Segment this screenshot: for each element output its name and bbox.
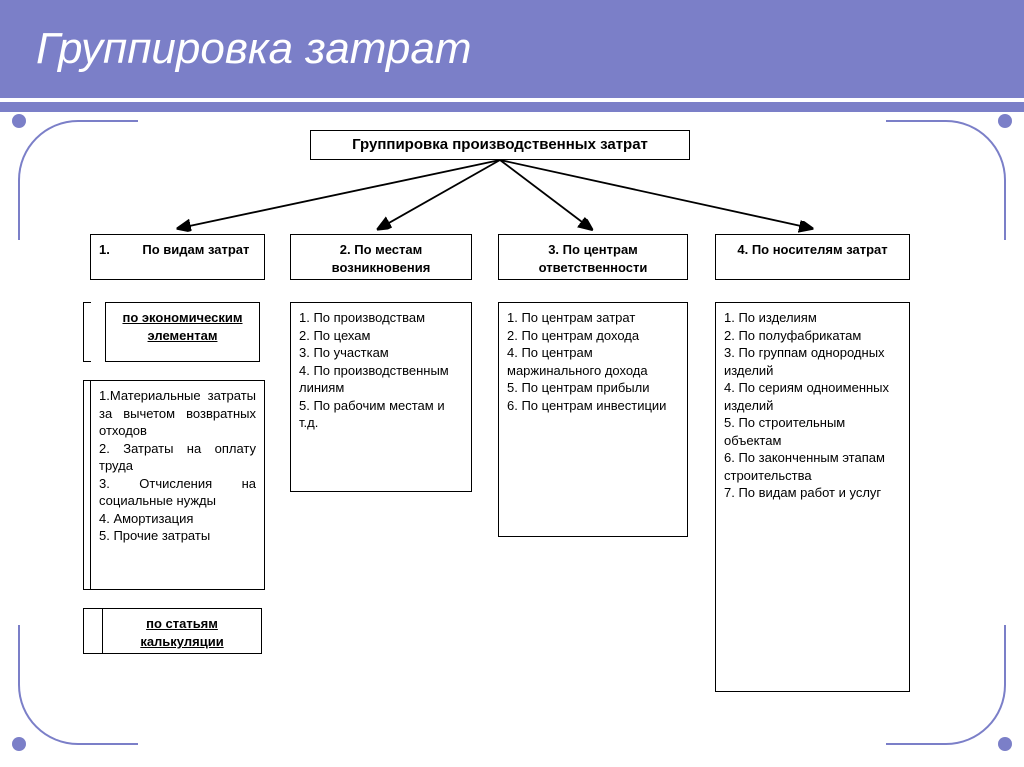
diagram-container: Группировка производственных затрат 1. П…	[80, 130, 964, 737]
header-underline	[0, 98, 1024, 102]
col3-body: 1. По центрам затрат 2. По центрам доход…	[498, 302, 688, 537]
col1-subA-body: 1.Материальные затраты за вычетом возвра…	[90, 380, 265, 590]
col4-body: 1. По изделиям 2. По полуфабрикатам 3. П…	[715, 302, 910, 692]
col4-header: 4. По носителям затрат	[715, 234, 910, 280]
col1-subB-label: по статьям калькуляции	[111, 615, 253, 650]
col1-subA-label-box: по экономическим элементам	[105, 302, 260, 362]
col4-num: 4.	[737, 242, 748, 257]
frame-dot	[12, 114, 26, 128]
col3-header: 3. По центрам ответственности	[498, 234, 688, 280]
col4-label: По носителям затрат	[752, 242, 888, 257]
col1-subB-box: по статьям калькуляции	[102, 608, 262, 654]
frame-dot	[998, 114, 1012, 128]
arrows-svg	[80, 130, 960, 240]
col1-num: 1.	[99, 242, 110, 257]
col1-connector2	[83, 380, 91, 590]
col2-num: 2.	[340, 242, 351, 257]
col2-body: 1. По производствам 2. По цехам 3. По уч…	[290, 302, 472, 492]
col1-subA-label: по экономическим элементам	[114, 309, 251, 344]
slide-title: Группировка затрат	[36, 24, 471, 74]
col1-header: 1. По видам затрат	[90, 234, 265, 280]
col1-label: По видам затрат	[142, 242, 249, 257]
col3-num: 3.	[548, 242, 559, 257]
col1-connector3	[83, 608, 103, 654]
frame-dot	[12, 737, 26, 751]
col2-header: 2. По местам возникновения	[290, 234, 472, 280]
col1-connector	[83, 302, 91, 362]
frame-dot	[998, 737, 1012, 751]
